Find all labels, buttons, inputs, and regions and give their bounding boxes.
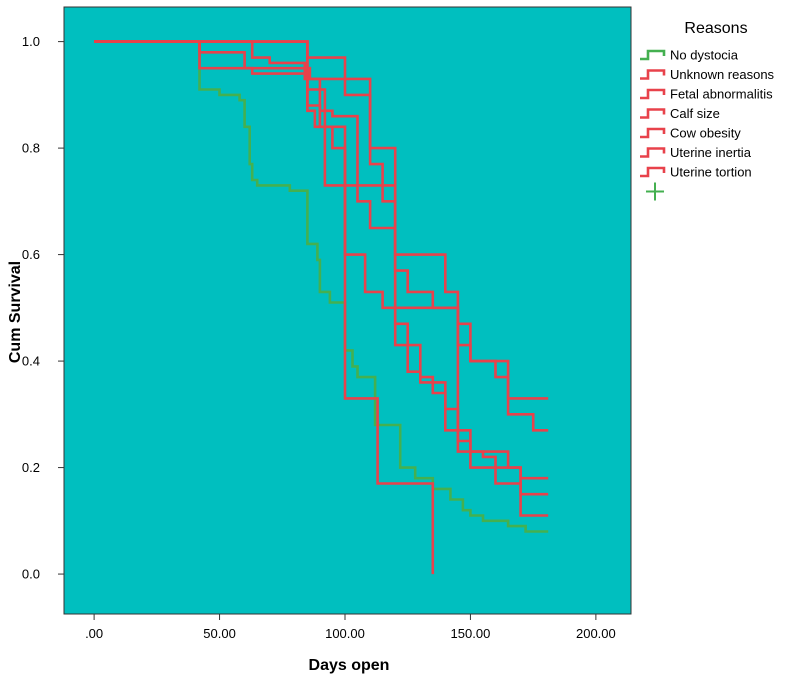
legend-swatch-uterine-inertia [640,147,666,158]
x-tick-label: 200.00 [576,626,616,641]
x-tick-label: 50.00 [203,626,236,641]
legend-swatch-cow-obesity [640,127,666,139]
y-tick-label: 0.2 [22,460,40,475]
legend-swatch-fetal-abnormalitis [640,88,666,100]
y-tick-label: 0.6 [22,247,40,262]
legend: No dystocia Unknown reasons Fetal abnormal… [640,48,775,201]
legend-label-uterine-inertia: Uterine inertia [670,145,752,160]
legend-label-cow-obesity: Cow obesity [670,126,741,141]
x-tick-label: .00 [85,626,103,641]
y-tick-label: 1.0 [22,34,40,49]
y-tick-label: 0.8 [22,141,40,156]
legend-title: Reasons [684,20,747,37]
legend-swatch-unknown-reasons [640,69,666,80]
x-axis: .00 50.00 100.00 150.00 200.00 [85,614,616,641]
y-tick-label: 0.0 [22,567,40,582]
legend-swatch-no-dystocia [640,49,666,61]
plot-background [63,6,632,615]
legend-swatch-calf-size [640,108,666,119]
series-line-uterine-inertia [94,40,549,432]
x-tick-label: 150.00 [451,626,491,641]
x-tick-label: 100.00 [325,626,365,641]
y-tick-label: 0.4 [22,354,40,369]
legend-label-unknown-reasons: Unknown reasons [670,67,775,82]
y-axis: 0.0 0.2 0.4 0.6 0.8 1.0 [22,34,64,582]
legend-label-uterine-tortion: Uterine tortion [670,165,752,180]
series-line-uterine-tortion [94,40,549,400]
y-axis-title: Cum Survival [7,261,24,363]
legend-label-calf-size: Calf size [670,106,720,121]
series-line-cow-obesity [94,40,549,517]
legend-label-no-dystocia: No dystocia [670,48,739,63]
legend-label-fetal-abnormalitis: Fetal abnormalitis [670,87,773,102]
x-axis-title: Days open [309,657,390,674]
legend-swatch-uterine-tortion [640,166,666,178]
series-layer [94,40,549,575]
